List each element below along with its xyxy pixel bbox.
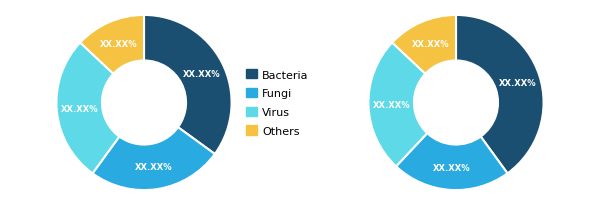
- Wedge shape: [80, 16, 144, 74]
- Wedge shape: [368, 43, 427, 166]
- Wedge shape: [92, 128, 215, 190]
- Legend: Bacteria, Fungi, Virus, Others: Bacteria, Fungi, Virus, Others: [245, 70, 309, 136]
- Text: XX.XX%: XX.XX%: [433, 163, 471, 172]
- Text: XX.XX%: XX.XX%: [100, 39, 137, 48]
- Wedge shape: [456, 16, 544, 173]
- Text: XX.XX%: XX.XX%: [136, 162, 173, 171]
- Wedge shape: [396, 133, 508, 190]
- Text: XX.XX%: XX.XX%: [61, 105, 98, 114]
- Text: MARKET SHARE, 2028: MARKET SHARE, 2028: [581, 56, 590, 150]
- Text: XX.XX%: XX.XX%: [183, 69, 221, 78]
- Wedge shape: [392, 16, 456, 74]
- Wedge shape: [56, 43, 119, 173]
- Text: XX.XX%: XX.XX%: [373, 101, 410, 110]
- Text: XX.XX%: XX.XX%: [499, 79, 536, 88]
- Text: XX.XX%: XX.XX%: [412, 39, 449, 48]
- Text: MARKET SHARE, 2021: MARKET SHARE, 2021: [10, 56, 19, 150]
- Wedge shape: [144, 16, 232, 154]
